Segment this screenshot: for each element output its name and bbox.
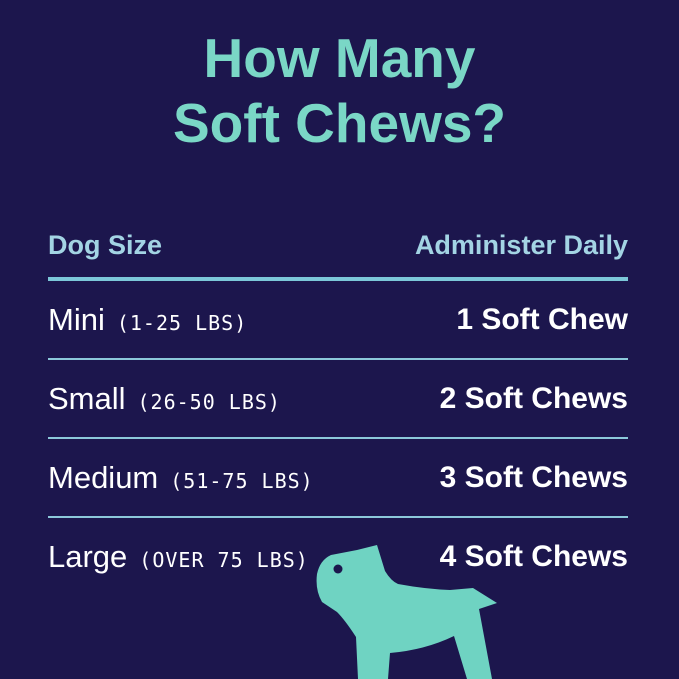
- dog-size-cell: Mini (1-25 LBS): [48, 302, 247, 338]
- dog-size-cell: Large (OVER 75 LBS): [48, 539, 309, 575]
- dog-size-cell: Medium (51-75 LBS): [48, 460, 314, 496]
- french-bulldog-icon: [316, 545, 497, 679]
- page-title: How Many Soft Chews?: [0, 26, 679, 156]
- title-line-2: Soft Chews?: [172, 91, 507, 154]
- table-row-medium: Medium (51-75 LBS) 3 Soft Chews: [48, 439, 628, 518]
- title-line-1: How Many: [203, 27, 476, 89]
- weight-range-label: (1-25 LBS): [116, 310, 248, 335]
- dog-size-cell: Small (26-50 LBS): [48, 381, 281, 417]
- size-label: Mini: [48, 301, 105, 337]
- column-header-administer-daily: Administer Daily: [414, 230, 628, 260]
- dose-value: 4 Soft Chews: [439, 539, 628, 573]
- size-label: Medium: [48, 459, 159, 495]
- size-label: Small: [48, 380, 126, 416]
- dosage-table: Dog Size Administer Daily Mini (1-25 LBS…: [48, 230, 628, 595]
- weight-range-label: (OVER 75 LBS): [139, 547, 309, 572]
- size-label: Large: [48, 538, 128, 574]
- dose-value: 1 Soft Chew: [456, 302, 628, 336]
- table-row-mini: Mini (1-25 LBS) 1 Soft Chew: [48, 281, 628, 360]
- weight-range-label: (26-50 LBS): [137, 389, 281, 414]
- dog-eye: [333, 564, 343, 574]
- column-header-dog-size: Dog Size: [48, 230, 163, 260]
- dose-value: 2 Soft Chews: [439, 381, 628, 415]
- dose-value: 3 Soft Chews: [439, 460, 628, 494]
- weight-range-label: (51-75 LBS): [170, 468, 314, 493]
- table-row-large: Large (OVER 75 LBS) 4 Soft Chews: [48, 518, 628, 595]
- table-row-small: Small (26-50 LBS) 2 Soft Chews: [48, 360, 628, 439]
- table-header-row: Dog Size Administer Daily: [48, 230, 628, 281]
